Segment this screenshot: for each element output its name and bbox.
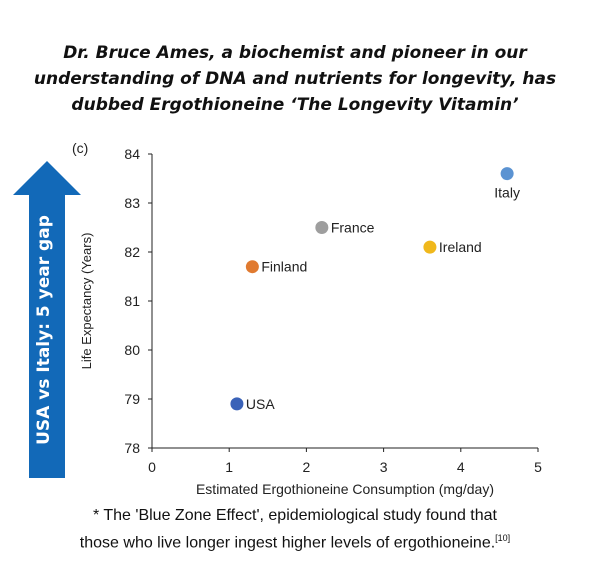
data-point-france <box>315 221 329 234</box>
footnote-reference: [10] <box>495 533 511 543</box>
axis-ticks: 78 79 80 81 82 83 84 0 1 2 3 4 5 <box>124 146 542 475</box>
headline-line-1: Dr. Bruce Ames, a biochemist and pioneer… <box>63 43 527 63</box>
up-arrow-icon <box>13 161 81 478</box>
chart-axes <box>151 154 538 449</box>
data-points: USA Finland France Ireland Italy <box>230 167 520 412</box>
y-tick-label: 78 <box>124 440 140 456</box>
y-axis-label: Life Expectancy (Years) <box>79 233 94 370</box>
footnote: * The 'Blue Zone Effect', epidemiologica… <box>10 505 580 554</box>
data-label-finland: Finland <box>261 259 307 275</box>
x-tick-label: 4 <box>457 459 465 475</box>
scatter-chart: (c) Life Expectancy (Years) Estimated Er… <box>72 140 542 497</box>
y-tick-label: 83 <box>124 195 140 211</box>
data-point-ireland <box>423 240 437 254</box>
footnote-line-2: those who live longer ingest higher leve… <box>10 527 580 554</box>
data-point-italy <box>500 167 514 181</box>
y-tick-label: 82 <box>124 244 140 260</box>
arrow-shape <box>13 161 81 478</box>
panel-label: (c) <box>72 140 88 156</box>
headline-line-2: understanding of DNA and nutrients for l… <box>33 69 557 89</box>
x-tick-label: 3 <box>380 459 388 475</box>
data-point-finland <box>245 260 259 274</box>
y-tick-label: 84 <box>124 146 140 162</box>
footnote-line-2-text: those who live longer ingest higher leve… <box>79 534 496 552</box>
data-label-usa: USA <box>246 396 275 412</box>
y-tick-label: 80 <box>124 342 140 358</box>
headline-line-3: dubbed Ergothioneine ‘The Longevity Vita… <box>71 95 519 115</box>
x-tick-label: 0 <box>148 459 156 475</box>
data-point-usa <box>230 397 244 411</box>
data-label-ireland: Ireland <box>439 239 482 255</box>
x-axis-label: Estimated Ergothioneine Consumption (mg/… <box>196 481 494 497</box>
data-label-france: France <box>331 220 375 236</box>
x-tick-label: 1 <box>225 459 233 475</box>
y-tick-label: 79 <box>124 391 140 407</box>
data-label-italy: Italy <box>494 185 520 201</box>
x-tick-label: 5 <box>534 459 542 475</box>
headline: Dr. Bruce Ames, a biochemist and pioneer… <box>20 40 570 118</box>
x-tick-label: 2 <box>303 459 311 475</box>
y-tick-label: 81 <box>124 293 140 309</box>
footnote-line-1: * The 'Blue Zone Effect', epidemiologica… <box>93 507 497 524</box>
